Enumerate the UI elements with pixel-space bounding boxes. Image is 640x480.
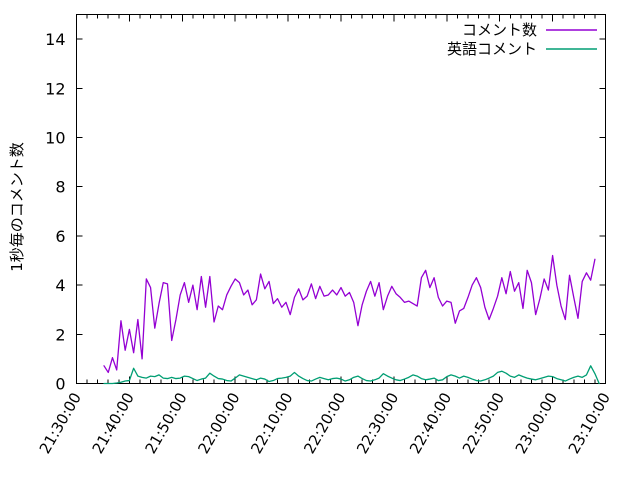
y-tick-label: 8 [55,178,65,197]
legend-label-2: 英語コメント [447,40,537,58]
x-tick-label: 21:40:00 [89,390,138,457]
x-axis-ticks: 21:30:00 21:40:00 21:50:00 22:00:00 22:10:00… [36,14,614,457]
series-line-2 [103,365,600,385]
x-tick-label: 22:10:00 [247,390,296,457]
y-tick-label: 14 [45,30,65,49]
y-tick-label: 6 [55,227,65,246]
x-tick-label: 22:20:00 [300,390,349,457]
x-tick-label: 22:30:00 [353,390,402,457]
x-tick-label: 21:50:00 [141,390,190,457]
x-tick-label: 23:10:00 [565,390,614,457]
plot-frame [76,14,606,384]
x-tick-label: 22:50:00 [459,390,508,457]
x-tick-label: 21:30:00 [36,390,85,457]
y-tick-label: 4 [55,276,65,295]
y-axis-title: 1秒毎のコメント数 [8,142,26,272]
series-line-1 [103,254,596,374]
y-tick-label: 2 [55,325,65,344]
y-tick-label: 0 [55,375,65,394]
y-tick-label: 10 [45,129,65,148]
y-tick-label: 12 [45,79,65,98]
data-series-group [103,254,600,385]
legend-label-1: コメント数 [462,21,537,39]
x-tick-label: 23:00:00 [512,390,561,457]
y-axis-ticks: 0 2 4 6 8 10 12 14 [45,30,606,394]
x-tick-label: 22:00:00 [194,390,243,457]
x-tick-label: 22:40:00 [406,390,455,457]
